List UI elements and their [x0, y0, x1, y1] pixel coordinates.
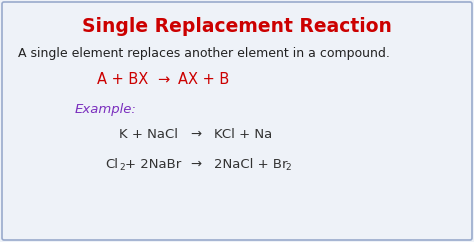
Text: AX + B: AX + B	[178, 73, 229, 88]
Text: K + NaCl: K + NaCl	[119, 128, 178, 141]
Text: 2: 2	[119, 164, 125, 173]
Text: →: →	[191, 128, 201, 141]
Text: →: →	[157, 73, 169, 88]
Text: Single Replacement Reaction: Single Replacement Reaction	[82, 17, 392, 36]
Text: + 2NaBr: + 2NaBr	[125, 158, 181, 171]
Text: 2NaCl + Br: 2NaCl + Br	[214, 158, 288, 171]
Text: Example:: Example:	[75, 104, 137, 116]
Text: A + BX: A + BX	[97, 73, 148, 88]
FancyBboxPatch shape	[2, 2, 472, 240]
Text: A single element replaces another element in a compound.: A single element replaces another elemen…	[18, 47, 390, 60]
Text: Cl: Cl	[105, 158, 118, 171]
Text: 2: 2	[285, 164, 291, 173]
Text: KCl + Na: KCl + Na	[214, 128, 272, 141]
Text: →: →	[191, 158, 201, 171]
